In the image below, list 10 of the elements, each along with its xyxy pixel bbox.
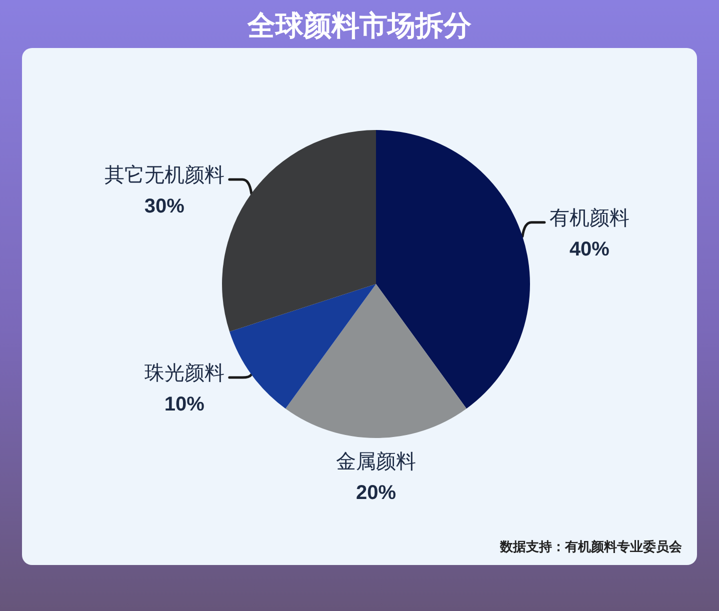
data-label: 10%: [164, 394, 205, 416]
title: 全球颜料市场拆分: [248, 10, 472, 41]
data-label: 40%: [569, 238, 610, 260]
slice-label: 有机颜料: [549, 207, 630, 230]
text: 数据支持：有机颜料专业委员会: [499, 539, 683, 554]
slice-label: 金属颜料: [336, 451, 416, 473]
data-label: 30%: [144, 195, 185, 218]
data-label: 20%: [356, 482, 396, 504]
slice-label: 其它无机颜料: [104, 163, 224, 186]
slice-label: 珠光颜料: [144, 362, 224, 385]
